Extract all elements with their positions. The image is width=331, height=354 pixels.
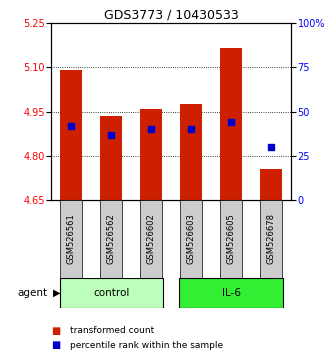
Bar	[60, 200, 82, 278]
Bar	[220, 200, 242, 278]
Text: GSM526562: GSM526562	[107, 213, 116, 264]
Title: GDS3773 / 10430533: GDS3773 / 10430533	[104, 9, 239, 22]
Text: transformed count: transformed count	[70, 326, 154, 336]
Text: ■: ■	[51, 326, 61, 336]
Bar	[260, 169, 282, 200]
Bar	[260, 200, 282, 278]
Bar	[140, 109, 162, 200]
Text: control: control	[93, 288, 129, 298]
Bar	[180, 200, 202, 278]
Bar	[140, 200, 162, 278]
Bar	[100, 200, 122, 278]
Bar	[100, 116, 122, 200]
Bar	[179, 278, 283, 308]
Bar	[220, 48, 242, 200]
Text: percentile rank within the sample: percentile rank within the sample	[70, 341, 223, 350]
Text: GSM526603: GSM526603	[187, 213, 196, 264]
Text: ■: ■	[51, 340, 61, 350]
Text: GSM526678: GSM526678	[267, 213, 276, 264]
Bar	[180, 104, 202, 200]
Bar	[60, 70, 82, 200]
Text: GSM526561: GSM526561	[67, 213, 76, 264]
Text: GSM526605: GSM526605	[227, 213, 236, 264]
Text: IL-6: IL-6	[222, 288, 241, 298]
Text: agent: agent	[18, 288, 48, 298]
Text: ▶: ▶	[53, 288, 61, 298]
Bar	[60, 278, 163, 308]
Text: GSM526602: GSM526602	[147, 213, 156, 264]
